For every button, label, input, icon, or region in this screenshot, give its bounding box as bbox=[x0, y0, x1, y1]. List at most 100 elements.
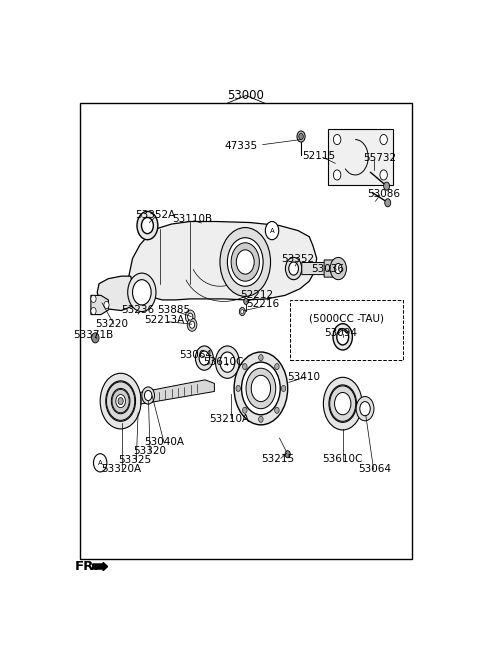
Text: 53320A: 53320A bbox=[101, 464, 142, 474]
Text: 55732: 55732 bbox=[363, 153, 396, 164]
Circle shape bbox=[324, 377, 362, 430]
Circle shape bbox=[112, 390, 129, 413]
Circle shape bbox=[334, 170, 341, 180]
Text: 53000: 53000 bbox=[228, 89, 264, 102]
Polygon shape bbox=[129, 221, 317, 300]
Circle shape bbox=[137, 212, 158, 240]
Text: 47335: 47335 bbox=[224, 141, 257, 150]
Circle shape bbox=[104, 302, 109, 309]
Circle shape bbox=[240, 307, 245, 315]
Circle shape bbox=[360, 401, 370, 416]
Circle shape bbox=[188, 313, 193, 320]
Text: 53220: 53220 bbox=[96, 319, 129, 329]
Bar bbox=[290, 300, 403, 359]
Polygon shape bbox=[91, 296, 108, 315]
Circle shape bbox=[234, 352, 288, 425]
Text: 53885: 53885 bbox=[157, 305, 190, 315]
Polygon shape bbox=[302, 263, 328, 275]
Circle shape bbox=[241, 309, 244, 313]
Circle shape bbox=[275, 363, 279, 370]
Text: 52212: 52212 bbox=[240, 290, 274, 300]
Circle shape bbox=[111, 388, 130, 414]
Circle shape bbox=[251, 375, 271, 401]
Circle shape bbox=[220, 227, 271, 296]
Circle shape bbox=[335, 392, 351, 415]
Polygon shape bbox=[97, 276, 134, 311]
Circle shape bbox=[380, 135, 387, 145]
Circle shape bbox=[335, 263, 342, 273]
Circle shape bbox=[91, 307, 96, 315]
Circle shape bbox=[185, 310, 195, 323]
Text: 53352A: 53352A bbox=[135, 210, 175, 221]
Circle shape bbox=[100, 373, 141, 429]
FancyArrow shape bbox=[93, 562, 108, 570]
Circle shape bbox=[244, 298, 248, 304]
Circle shape bbox=[190, 321, 195, 328]
Polygon shape bbox=[324, 260, 336, 277]
Text: 52216: 52216 bbox=[246, 300, 279, 309]
Text: 53236: 53236 bbox=[121, 305, 155, 315]
Circle shape bbox=[259, 355, 263, 361]
Circle shape bbox=[330, 258, 347, 280]
Circle shape bbox=[142, 387, 155, 404]
Text: 53064: 53064 bbox=[180, 350, 212, 359]
Text: 53094: 53094 bbox=[324, 328, 357, 338]
Text: 53086: 53086 bbox=[367, 189, 400, 198]
Text: 53410: 53410 bbox=[287, 373, 320, 382]
Circle shape bbox=[242, 363, 247, 370]
Text: 53040A: 53040A bbox=[144, 436, 184, 447]
Text: 53610C: 53610C bbox=[204, 357, 244, 367]
Circle shape bbox=[281, 386, 286, 392]
Circle shape bbox=[297, 131, 305, 142]
Bar bbox=[81, 103, 411, 560]
Circle shape bbox=[333, 324, 352, 350]
Text: FR.: FR. bbox=[74, 560, 99, 573]
Circle shape bbox=[236, 250, 254, 274]
Circle shape bbox=[380, 170, 387, 180]
Text: 53215: 53215 bbox=[261, 454, 294, 464]
Circle shape bbox=[187, 318, 197, 331]
Circle shape bbox=[334, 135, 341, 145]
Text: (5000CC -TAU): (5000CC -TAU) bbox=[309, 313, 384, 323]
Circle shape bbox=[107, 382, 135, 420]
Text: 52213A: 52213A bbox=[144, 315, 184, 325]
Circle shape bbox=[116, 394, 125, 407]
Circle shape bbox=[285, 451, 290, 458]
Text: A: A bbox=[98, 460, 103, 466]
Circle shape bbox=[91, 296, 96, 302]
Text: 53325: 53325 bbox=[118, 455, 151, 464]
Circle shape bbox=[259, 417, 263, 422]
Circle shape bbox=[289, 262, 299, 275]
Text: 53352: 53352 bbox=[281, 254, 315, 265]
Circle shape bbox=[242, 407, 247, 413]
Circle shape bbox=[128, 273, 156, 311]
Circle shape bbox=[199, 351, 210, 365]
Circle shape bbox=[118, 397, 123, 405]
Circle shape bbox=[299, 133, 303, 139]
Text: 53371B: 53371B bbox=[73, 330, 114, 340]
Text: 53610C: 53610C bbox=[323, 454, 363, 464]
Text: 53064: 53064 bbox=[358, 464, 391, 474]
Circle shape bbox=[106, 381, 135, 421]
Circle shape bbox=[94, 454, 107, 472]
Circle shape bbox=[236, 386, 240, 392]
Circle shape bbox=[132, 280, 151, 305]
Circle shape bbox=[92, 333, 99, 343]
Circle shape bbox=[246, 368, 276, 409]
Text: 53110B: 53110B bbox=[172, 214, 212, 224]
Polygon shape bbox=[131, 380, 215, 405]
Text: 53210A: 53210A bbox=[209, 414, 249, 424]
Text: 53320: 53320 bbox=[133, 445, 166, 456]
Circle shape bbox=[265, 221, 279, 240]
Circle shape bbox=[195, 346, 213, 371]
Circle shape bbox=[356, 397, 374, 421]
Text: 52115: 52115 bbox=[302, 150, 335, 161]
Circle shape bbox=[228, 238, 263, 286]
Circle shape bbox=[286, 258, 302, 280]
Circle shape bbox=[275, 407, 279, 413]
Circle shape bbox=[144, 390, 152, 401]
Circle shape bbox=[337, 328, 348, 345]
Circle shape bbox=[142, 217, 154, 234]
Circle shape bbox=[385, 198, 391, 207]
Circle shape bbox=[330, 386, 356, 421]
